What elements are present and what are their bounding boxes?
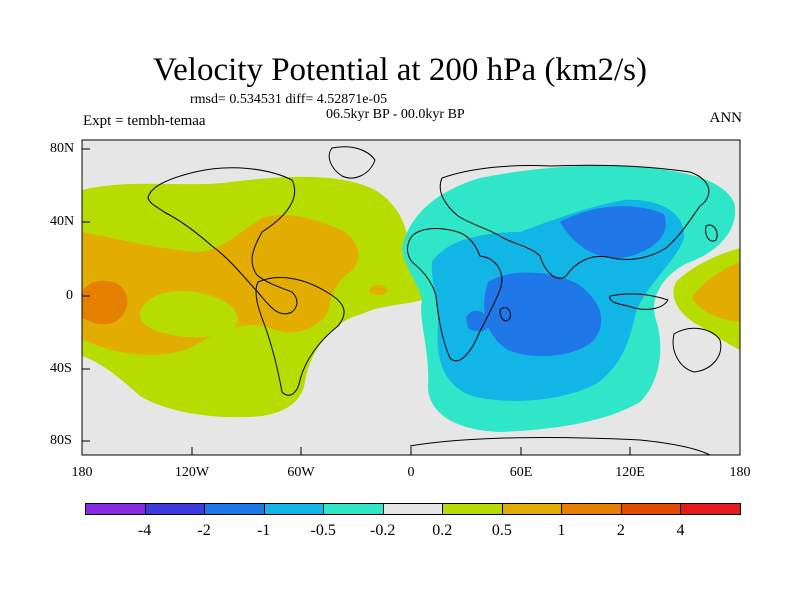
colorbar-label: 0.5 bbox=[491, 522, 512, 539]
colorbar-swatch bbox=[442, 503, 503, 515]
colorbar-label: -2 bbox=[197, 522, 211, 539]
axis-ticks bbox=[81, 148, 741, 455]
colorbar-label: -0.2 bbox=[370, 522, 396, 539]
colorbar-swatch bbox=[263, 503, 325, 515]
colorbar-swatch bbox=[680, 503, 741, 515]
x-tick-180w: 180 bbox=[71, 465, 93, 480]
y-tick-40s: 40S bbox=[50, 361, 72, 376]
colorbar-swatch bbox=[323, 503, 384, 515]
y-tick-40n: 40N bbox=[50, 214, 75, 229]
y-tick-80s: 80S bbox=[50, 433, 72, 448]
contour-fill-1 bbox=[82, 280, 128, 325]
contour-fill-neg-1 bbox=[484, 272, 602, 357]
colorbar-swatch bbox=[85, 503, 146, 515]
colorbar-swatch bbox=[561, 503, 622, 515]
coastlines bbox=[147, 146, 722, 455]
small-anomaly bbox=[370, 285, 388, 295]
x-tick-60e: 60E bbox=[509, 465, 533, 480]
colorbar-label: 2 bbox=[616, 522, 625, 539]
colorbar-label: 1 bbox=[557, 522, 566, 539]
x-tick-0: 0 bbox=[407, 465, 415, 480]
colorbar-label: -0.5 bbox=[310, 522, 336, 539]
y-tick-80n: 80N bbox=[50, 141, 75, 156]
figure-title: Velocity Potential at 200 hPa (km2/s) bbox=[152, 52, 648, 88]
x-tick-120w: 120W bbox=[174, 465, 210, 480]
colorbar-label: 0.2 bbox=[432, 522, 453, 539]
colorbar-swatch bbox=[382, 503, 444, 515]
rmsd-diff-stats: rmsd= 0.534531 diff= 4.52871e-05 bbox=[190, 92, 388, 107]
contour-fill-0.5-east bbox=[692, 262, 740, 322]
x-tick-60w: 60W bbox=[287, 465, 315, 480]
colorbar-label: 4 bbox=[676, 522, 685, 539]
colorbar-label: -4 bbox=[137, 522, 152, 539]
colorbar-label: -1 bbox=[256, 522, 271, 539]
time-period-label: 06.5kyr BP - 00.0kyr BP bbox=[326, 107, 465, 122]
contour-fill-neg-1-west bbox=[466, 310, 490, 332]
y-tick-0: 0 bbox=[66, 288, 73, 303]
season-label: ANN bbox=[709, 110, 743, 126]
contour-fill-neg-1-north bbox=[560, 206, 666, 259]
experiment-label: Expt = tembh-temaa bbox=[83, 113, 206, 129]
colorbar-swatch bbox=[501, 503, 563, 515]
x-tick-180e: 180 bbox=[729, 465, 751, 480]
contour-hole-0.2-0.5 bbox=[139, 290, 239, 338]
colorbar-swatch bbox=[144, 503, 206, 515]
colorbar-swatch bbox=[204, 503, 265, 515]
x-tick-120e: 120E bbox=[615, 465, 645, 480]
colorbar-swatch bbox=[620, 503, 682, 515]
